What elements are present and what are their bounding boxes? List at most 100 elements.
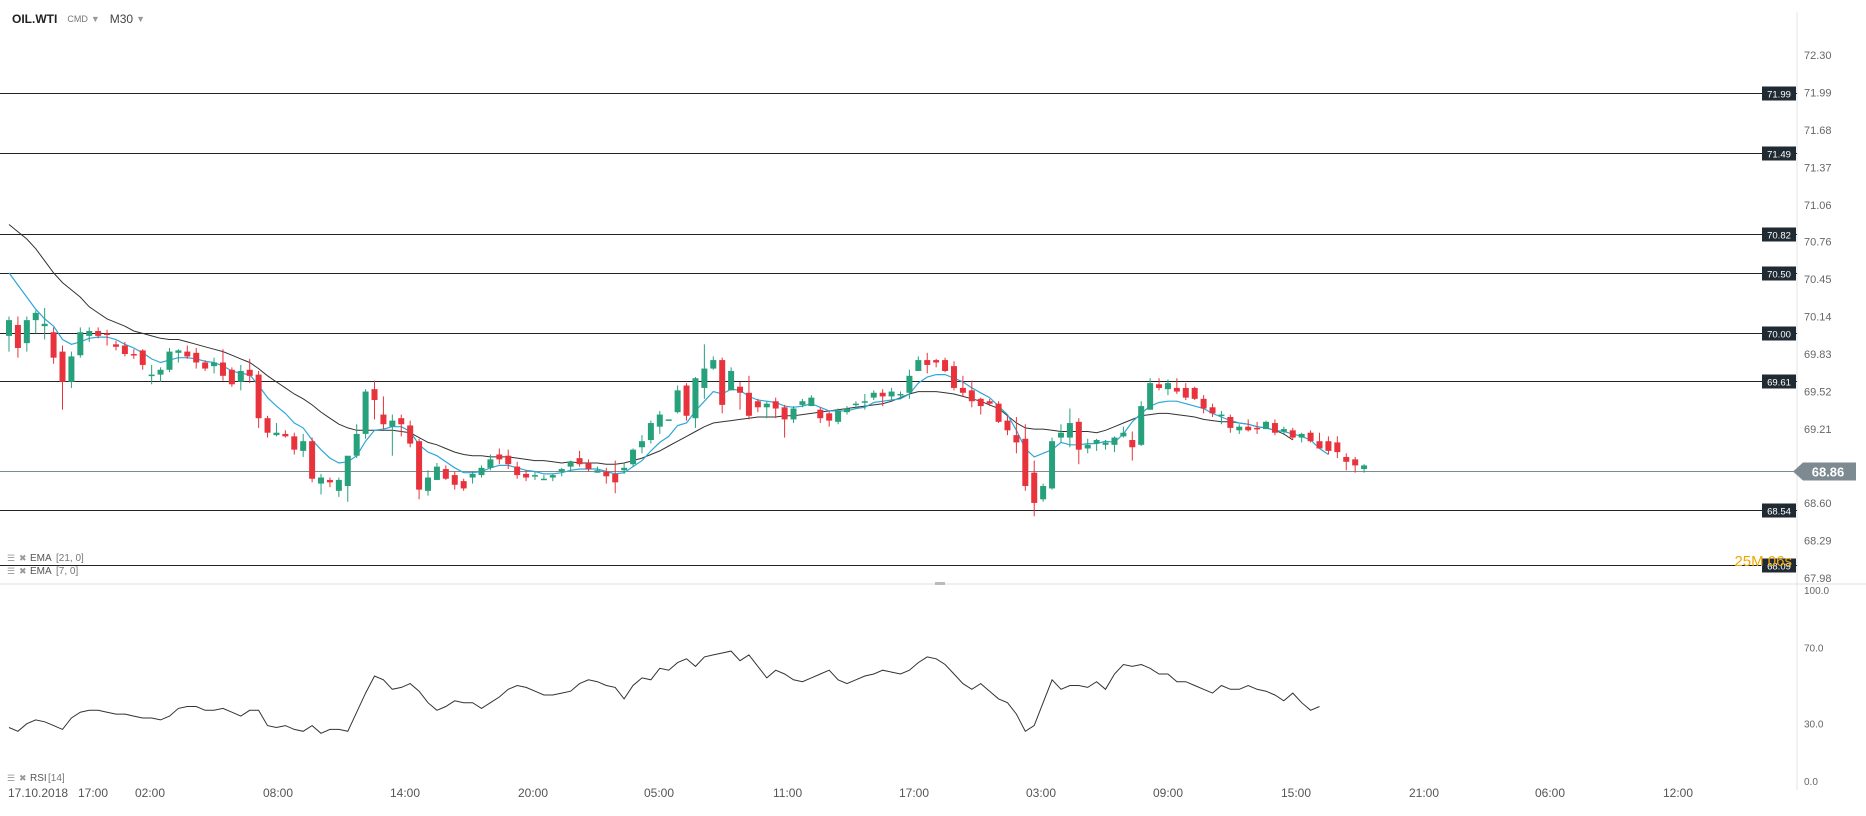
candle-body [148,374,155,377]
level-label-bg [1762,503,1796,518]
candle-body [558,469,565,472]
level-label-bg [1762,227,1796,242]
level-label: 71.99 [1767,90,1791,101]
price-tick-label: 72.30 [1804,50,1832,62]
candle-body [594,470,601,473]
candle-body [826,413,833,421]
level-label: 70.82 [1767,231,1791,242]
candle-body [130,354,137,356]
candle-body [1307,432,1314,442]
candle-body [389,420,396,427]
candle-body [1334,442,1341,453]
candle-body [1209,407,1216,414]
candle-body [1031,472,1038,503]
price-tick-label: 67.98 [1804,573,1832,585]
rsi-tick-label: 70.0 [1804,643,1824,654]
candle-body [1218,414,1225,417]
ema21-legend[interactable]: ☰ ✖ EMA [21, 0] [7,553,84,564]
candle-body [59,351,66,382]
instrument-type-dropdown[interactable]: CMD ▼ [67,14,99,24]
candle-body [219,362,226,376]
level-label-bg [1762,374,1796,389]
chevron-down-icon: ▼ [136,14,146,24]
candle-body [1316,441,1323,449]
candle-body [77,332,84,356]
candle-body [665,419,672,421]
menu-icon: ☰ [7,773,15,783]
candle-body [790,408,797,420]
candle-body [692,378,699,419]
candle-body [888,391,895,397]
candle-body [318,477,325,484]
candle-body [1164,383,1171,390]
candle-body [14,324,21,348]
candle-body [1263,421,1270,430]
candle-body [344,455,351,486]
candle-body [175,350,182,353]
candle-body [942,360,949,371]
candle-body [549,475,556,478]
candle-body [273,432,280,436]
time-tick-label: 21:00 [1409,786,1439,800]
candle-body [647,423,654,440]
level-label: 70.00 [1767,330,1791,341]
price-tick-label: 68.29 [1804,535,1832,547]
candle-body [754,401,761,408]
candle-body [1084,444,1091,449]
candle-body [326,479,333,483]
candle-body [442,469,449,479]
candle-body [1227,416,1234,428]
level-label: 68.09 [1767,562,1791,573]
candle-body [1182,387,1189,398]
candle-body [202,362,209,369]
time-tick-label: 17:00 [899,786,929,800]
candle-body [1093,439,1100,444]
candle-body [433,466,440,480]
time-tick-label: 02:00 [135,786,165,800]
candle-body [1325,441,1332,451]
menu-icon: ☰ [7,566,15,576]
candle-body [977,398,984,407]
candle-body [879,392,886,397]
candle-body [585,462,592,470]
price-tick-label: 71.06 [1804,200,1832,212]
close-icon[interactable]: ✖ [19,553,27,563]
candle-body [41,323,48,327]
candle-body [576,458,583,465]
close-icon[interactable]: ✖ [19,566,27,576]
candles [6,308,1368,517]
panel-resize-handle[interactable] [935,582,945,585]
time-tick-label: 17:00 [78,786,108,800]
rsi-label: RSI [30,773,47,784]
ema7-legend[interactable]: ☰ ✖ EMA [7, 0] [7,566,78,577]
candle-body [1352,459,1359,466]
candle-body [523,473,530,478]
close-icon[interactable]: ✖ [19,773,27,783]
candle-body [112,344,119,347]
price-tick-label: 69.83 [1804,349,1832,361]
candle-body [139,350,146,365]
candle-body [309,441,316,479]
candle-body [540,478,547,481]
candle-body [861,401,868,403]
candle-body [808,397,815,407]
candle-body [211,362,218,367]
rsi-tick-label: 0.0 [1804,777,1818,788]
candle-body [781,407,788,420]
rsi-legend[interactable]: ☰ ✖ RSI [14] [7,773,65,784]
timeframe-dropdown[interactable]: M30 ▼ [110,12,145,26]
candle-body [1298,433,1305,438]
instrument-type-label: CMD [67,14,88,24]
candle-body [371,389,378,401]
price-tick-label: 71.37 [1804,163,1832,175]
candle-body [184,351,191,357]
candle-body [282,433,289,437]
candle-body [86,331,93,336]
symbol-label[interactable]: OIL.WTI [12,12,58,26]
timeframe-label: M30 [109,12,134,26]
candle-body [228,369,235,385]
candle-body [950,366,957,388]
candle-body [1147,383,1154,410]
